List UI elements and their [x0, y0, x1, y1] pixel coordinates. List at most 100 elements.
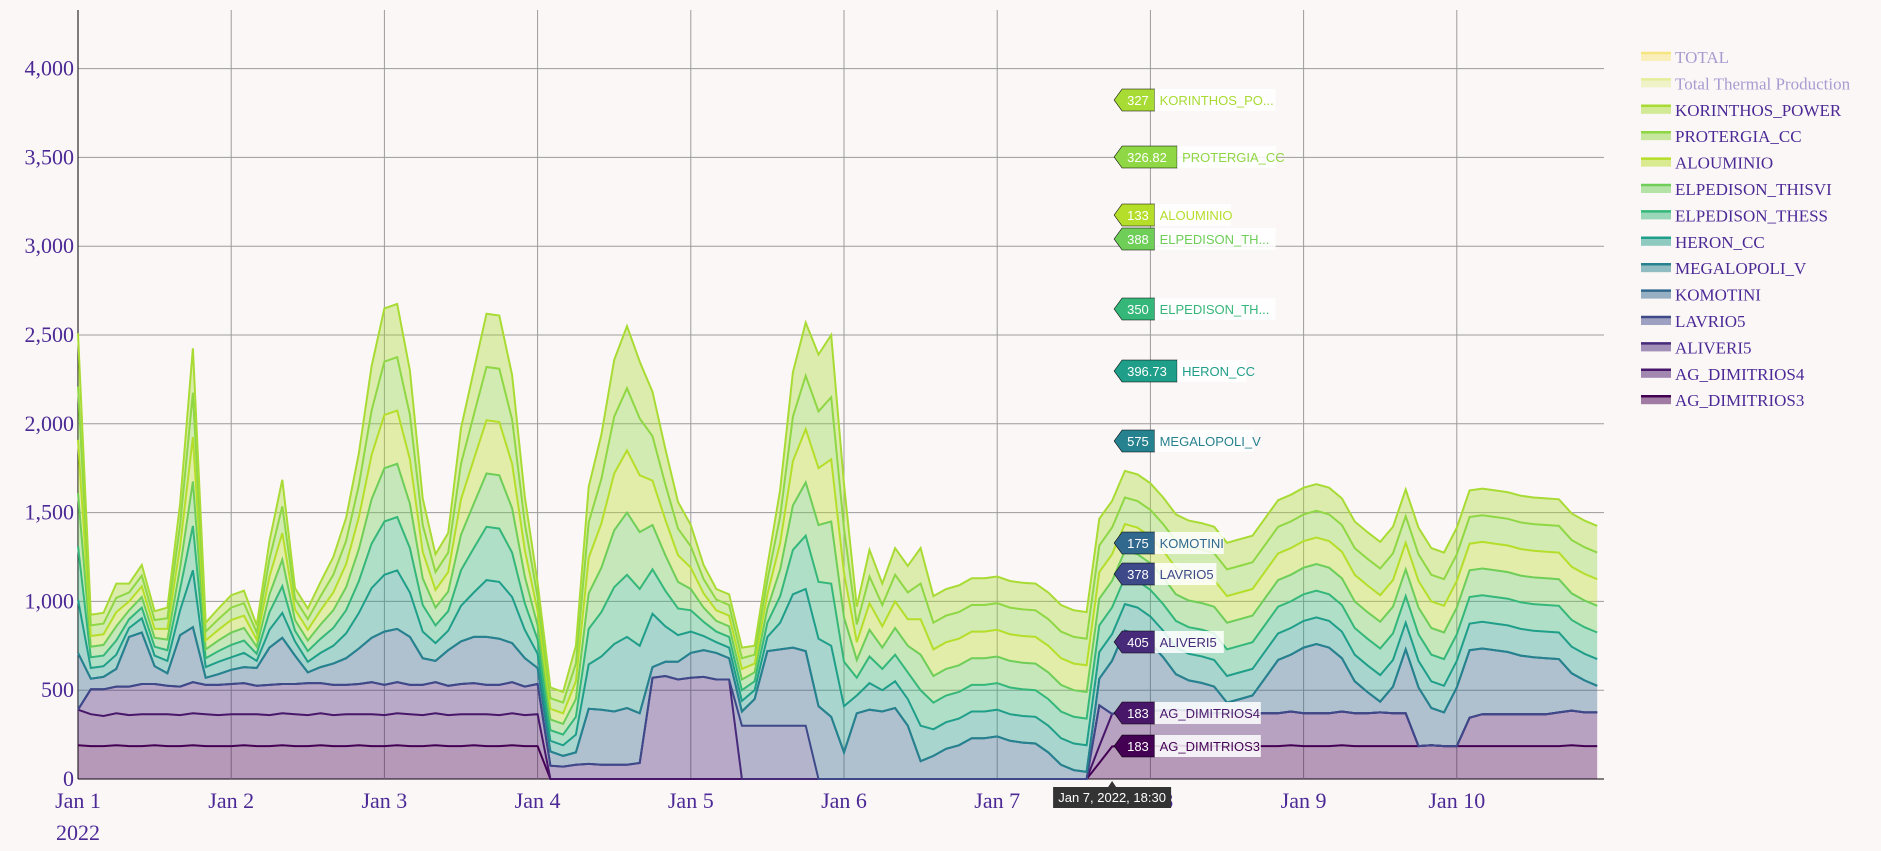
hover-name-box — [1154, 228, 1276, 250]
x-tick-label: Jan 3 — [361, 788, 407, 813]
hover-label-elpedison_thess: 350 ELPEDISON_TH... — [1113, 297, 1276, 321]
legend-item-total-thermal-production[interactable]: Total Thermal Production — [1641, 74, 1851, 93]
x-tick-label: Jan 10 — [1428, 788, 1485, 813]
legend-item-ag_dimitrios4[interactable]: AG_DIMITRIOS4 — [1641, 365, 1805, 384]
area-heron_cc[interactable] — [78, 570, 1598, 772]
hover-name: PROTERGIA_CC — [1182, 150, 1285, 165]
series-lines — [77, 302, 1598, 780]
line-megalopoli_v — [77, 625, 1598, 774]
area-ag_dimitrios4[interactable] — [78, 709, 1598, 779]
x-tick-label: Jan 5 — [668, 788, 714, 813]
legend-swatch — [1641, 237, 1671, 246]
hover-label-korinthos_power: 327 KORINTHOS_PO... — [1113, 88, 1276, 112]
legend-swatch — [1641, 343, 1671, 352]
line-alouminio — [77, 409, 1598, 715]
legend-item-heron_cc[interactable]: HERON_CC — [1641, 233, 1765, 252]
x-tick-label: Jan 6 — [821, 788, 867, 813]
hover-name: ELPEDISON_TH... — [1160, 302, 1270, 317]
hover-name: LAVRIO5 — [1160, 567, 1214, 582]
hover-value: 183 — [1127, 739, 1149, 754]
hover-name: ELPEDISON_TH... — [1160, 232, 1270, 247]
y-tick-label: 2,000 — [25, 411, 75, 436]
hover-label-lavrio5: 378 LAVRIO5 — [1113, 562, 1217, 586]
hover-value: 350 — [1127, 302, 1149, 317]
hover-name-box — [1154, 204, 1232, 226]
hover-name: KORINTHOS_PO... — [1160, 93, 1274, 108]
hover-label-heron_cc: 396.73 HERON_CC — [1113, 359, 1255, 383]
legend-label: KORINTHOS_POWER — [1675, 101, 1842, 120]
hover-name: HERON_CC — [1182, 364, 1255, 379]
hover-value: 183 — [1127, 706, 1149, 721]
area-protergia_cc[interactable] — [78, 357, 1598, 714]
legend-item-megalopoli_v[interactable]: MEGALOPOLI_V — [1641, 259, 1807, 278]
hover-value: 378 — [1127, 567, 1149, 582]
area-aliveri5[interactable] — [78, 676, 1598, 779]
legend-swatch — [1641, 290, 1671, 299]
legend-item-total[interactable]: TOTAL — [1641, 48, 1729, 67]
hover-label-aliveri5: 405 ALIVERI5 — [1113, 630, 1224, 654]
legend-label: KOMOTINI — [1675, 286, 1761, 305]
legend-item-lavrio5[interactable]: LAVRIO5 — [1641, 312, 1746, 331]
legend-item-alouminio[interactable]: ALOUMINIO — [1641, 154, 1773, 173]
legend-swatch — [1641, 264, 1671, 273]
area-elpedison_thisvi[interactable] — [78, 463, 1598, 735]
area-elpedison_thess[interactable] — [78, 517, 1598, 746]
line-korinthos_power — [77, 302, 1598, 694]
hover-name-box — [1154, 563, 1217, 585]
y-tick-label: 1,500 — [25, 500, 75, 525]
hover-value: 388 — [1127, 232, 1149, 247]
hover-label-ag_dimitrios4: 183 AG_DIMITRIOS4 — [1113, 701, 1261, 725]
hover-name-box — [1154, 735, 1261, 757]
legend-item-korinthos_power[interactable]: KORINTHOS_POWER — [1641, 101, 1842, 120]
y-tick-label: 500 — [41, 677, 74, 702]
x-tick-label: Jan 9 — [1281, 788, 1327, 813]
legend-label: LAVRIO5 — [1675, 312, 1746, 331]
legend-label: ELPEDISON_THISVI — [1675, 180, 1832, 199]
x-hover-pointer — [1108, 781, 1117, 787]
hover-name: ALIVERI5 — [1160, 635, 1217, 650]
y-tick-label: 2,500 — [25, 322, 75, 347]
hover-name-box — [1177, 360, 1247, 382]
line-elpedison_thess — [77, 515, 1598, 736]
legend-item-elpedison_thess[interactable]: ELPEDISON_THESS — [1641, 206, 1828, 225]
hover-name-box — [1154, 430, 1254, 452]
legend-label: TOTAL — [1675, 48, 1729, 67]
line-heron_cc — [77, 569, 1598, 747]
legend-item-elpedison_thisvi[interactable]: ELPEDISON_THISVI — [1641, 180, 1832, 199]
hover-name-box — [1154, 702, 1261, 724]
axes: 0 500 1,000 1,500 2,000 2,500 3,000 3,500 4,000 J… — [25, 56, 1486, 845]
legend-swatch — [1641, 211, 1671, 220]
legend-label: AG_DIMITRIOS4 — [1675, 365, 1805, 384]
hover-name-box — [1154, 532, 1224, 554]
legend-swatch — [1641, 79, 1671, 88]
legend-swatch — [1641, 132, 1671, 141]
legend-item-protergia_cc[interactable]: PROTERGIA_CC — [1641, 127, 1802, 146]
hover-value: 405 — [1127, 635, 1149, 650]
legend-label: ALIVERI5 — [1675, 338, 1751, 357]
hover-name: ALOUMINIO — [1160, 208, 1233, 223]
hover-label-ag_dimitrios3: 183 AG_DIMITRIOS3 — [1113, 734, 1261, 758]
hover-name: MEGALOPOLI_V — [1160, 434, 1261, 449]
hover-label-elpedison_thisvi: 388 ELPEDISON_TH... — [1113, 227, 1276, 251]
y-tick-label: 4,000 — [25, 56, 75, 81]
x-tick-label: Jan 1 — [55, 788, 101, 813]
x-tick-label: Jan 2 — [208, 788, 254, 813]
hover-label-megalopoli_v: 575 MEGALOPOLI_V — [1113, 429, 1261, 453]
hover-name-box — [1154, 89, 1276, 111]
legend-label: HERON_CC — [1675, 233, 1765, 252]
legend-item-aliveri5[interactable]: ALIVERI5 — [1641, 338, 1751, 357]
area-komotini[interactable] — [78, 627, 1598, 779]
legend-swatch — [1641, 53, 1671, 61]
hover-value: 327 — [1127, 93, 1149, 108]
legend-swatch — [1641, 317, 1671, 325]
legend-item-ag_dimitrios3[interactable]: AG_DIMITRIOS3 — [1641, 391, 1804, 410]
line-elpedison_thisvi — [77, 462, 1598, 726]
legend[interactable]: TOTAL Total Thermal Production KORINTHOS_P… — [1641, 48, 1851, 410]
area-korinthos_power[interactable] — [78, 303, 1598, 703]
legend-item-komotini[interactable]: KOMOTINI — [1641, 286, 1761, 305]
y-tick-label: 3,000 — [25, 233, 75, 258]
legend-label: ALOUMINIO — [1675, 154, 1773, 173]
hover-value: 133 — [1127, 208, 1149, 223]
